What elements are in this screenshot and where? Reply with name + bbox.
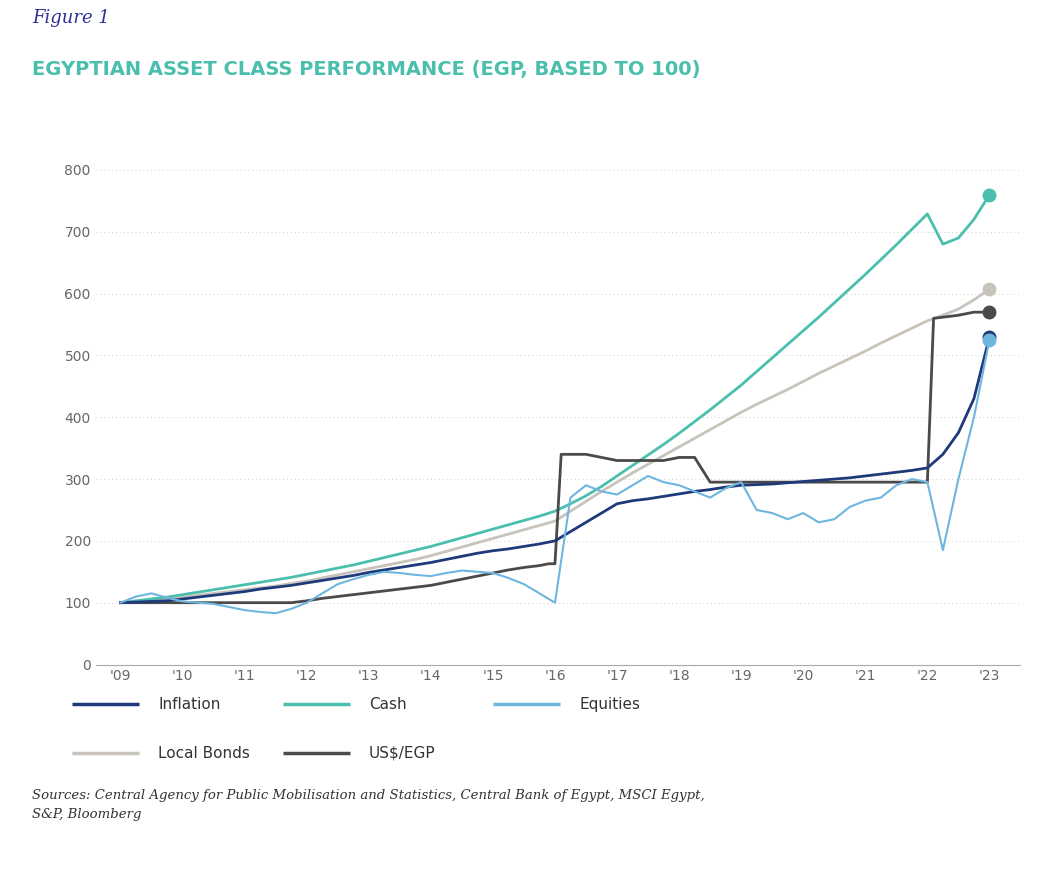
Text: Figure 1: Figure 1 <box>32 9 109 27</box>
Text: Cash: Cash <box>369 697 406 711</box>
Text: EGYPTIAN ASSET CLASS PERFORMANCE (EGP, BASED TO 100): EGYPTIAN ASSET CLASS PERFORMANCE (EGP, B… <box>32 60 701 79</box>
Text: Local Bonds: Local Bonds <box>158 746 250 760</box>
Text: US$/EGP: US$/EGP <box>369 746 436 760</box>
Text: Sources: Central Agency for Public Mobilisation and Statistics, Central Bank of : Sources: Central Agency for Public Mobil… <box>32 789 705 820</box>
Text: Inflation: Inflation <box>158 697 221 711</box>
Text: Equities: Equities <box>579 697 640 711</box>
